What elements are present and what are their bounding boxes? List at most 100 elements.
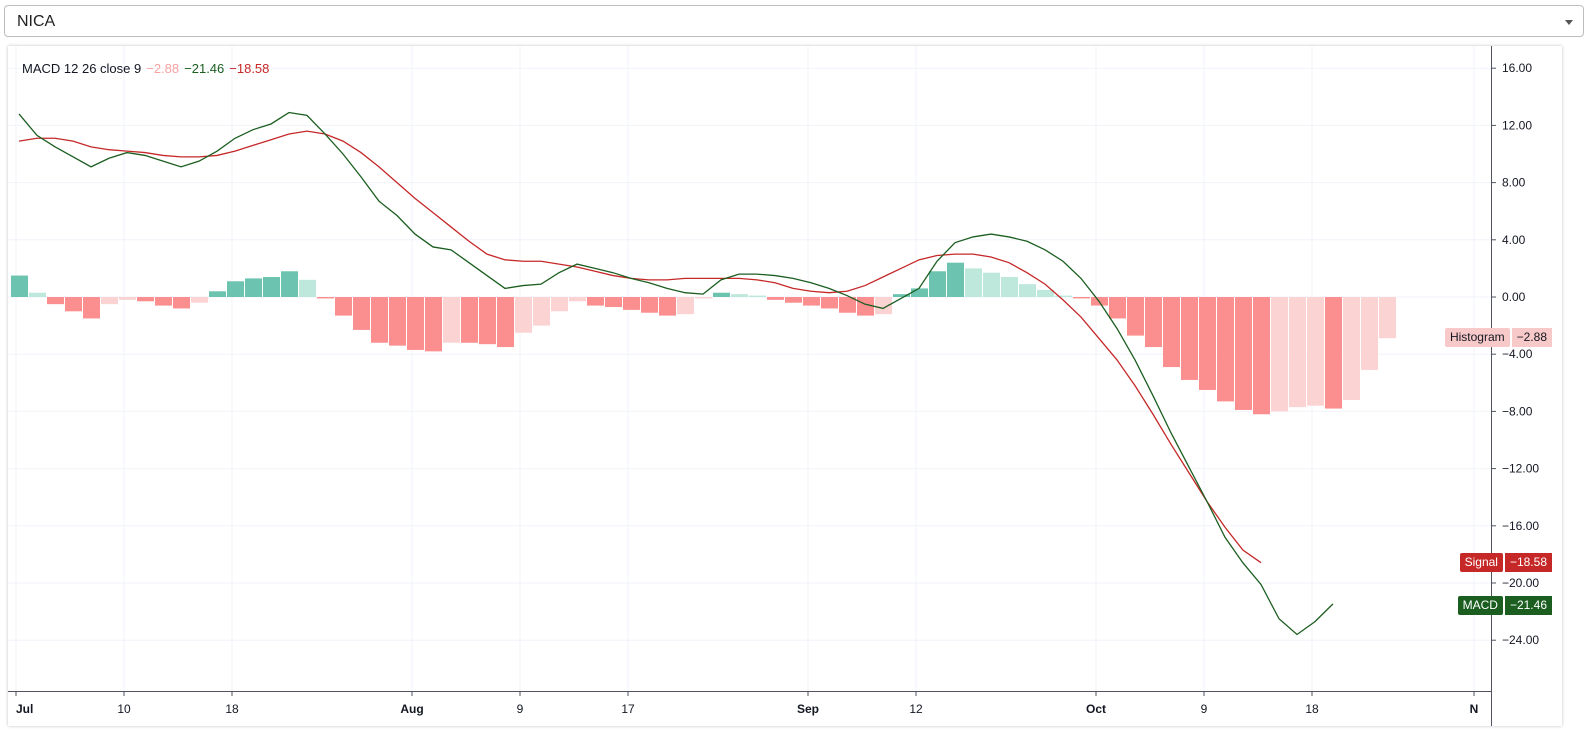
- histogram-bar: [875, 297, 892, 315]
- time-axis-label: Aug: [400, 702, 423, 716]
- indicator-legend[interactable]: MACD 12 26 close 9 −2.88 −21.46 −18.58: [22, 61, 274, 76]
- histogram-bar: [173, 297, 190, 309]
- histogram-bar: [1343, 297, 1360, 400]
- histogram-bar: [1109, 297, 1126, 319]
- histogram-bar: [983, 272, 1000, 297]
- time-axis-label: Oct: [1086, 702, 1106, 716]
- histogram-bar: [1145, 297, 1162, 348]
- price-axis-label: −24.00: [1502, 633, 1539, 647]
- signal-line: [18, 130, 1262, 564]
- histogram-bar: [299, 279, 316, 297]
- histogram-bar: [389, 297, 406, 346]
- histogram-bar: [191, 297, 208, 303]
- price-axis[interactable]: 16.00 12.00 8.00 4.00 0.00 −4.00 −8.00 −12.00 −1…: [1491, 46, 1540, 726]
- histogram-bar: [1073, 297, 1090, 299]
- price-axis-label: −4.00: [1502, 347, 1533, 361]
- histogram-bar: [281, 271, 298, 297]
- signal-series: [18, 130, 1262, 564]
- time-axis-label: 9: [517, 702, 524, 716]
- histogram-bar: [1127, 297, 1144, 336]
- histogram-bar: [1325, 297, 1342, 409]
- time-axis-label: 12: [909, 702, 923, 716]
- histogram-bar: [119, 297, 136, 300]
- histogram-bar: [209, 291, 226, 297]
- histogram-bar: [407, 297, 424, 350]
- price-axis-label: −12.00: [1502, 462, 1539, 476]
- histogram-bar: [659, 297, 676, 316]
- histogram-bar: [353, 297, 370, 330]
- histogram-bar: [227, 281, 244, 297]
- histogram-bar: [1001, 276, 1018, 297]
- histogram-badge-value: −2.88: [1511, 328, 1552, 347]
- histogram-bar: [785, 297, 802, 303]
- histogram-bar: [1289, 297, 1306, 408]
- histogram-bar: [65, 297, 82, 312]
- histogram-bar: [155, 297, 172, 306]
- histogram-bar: [605, 297, 622, 308]
- histogram-bar: [695, 297, 712, 299]
- histogram-bar: [911, 288, 928, 297]
- signal-badge-value: −18.58: [1504, 553, 1552, 572]
- legend-signal-value: −18.58: [229, 61, 270, 76]
- histogram-bar: [587, 297, 604, 306]
- chevron-down-icon[interactable]: [1565, 20, 1573, 25]
- price-axis-label: 4.00: [1502, 233, 1526, 247]
- histogram-bar: [1271, 297, 1288, 412]
- macd-series: [18, 111, 1334, 636]
- histogram-bar: [47, 297, 64, 305]
- price-axis-label: −20.00: [1502, 576, 1539, 590]
- time-axis-label: 9: [1201, 702, 1208, 716]
- histogram-bar: [83, 297, 100, 319]
- histogram-bar: [317, 297, 334, 299]
- time-axis-label: Jul: [16, 702, 33, 716]
- histogram-bar: [821, 297, 838, 309]
- grid: [8, 46, 1491, 691]
- price-axis-label: 0.00: [1502, 290, 1526, 304]
- histogram-bar: [371, 297, 388, 343]
- histogram-bar: [137, 297, 154, 302]
- histogram-bar: [749, 295, 766, 297]
- time-axis[interactable]: Jul 10 18 Aug 9 17 Sep 12 Oct 9 18 N: [8, 691, 1491, 717]
- legend-title: MACD 12 26 close 9: [22, 61, 142, 76]
- histogram-bar: [1163, 297, 1180, 368]
- signal-badge: Signal −18.58: [1459, 553, 1552, 572]
- histogram-bar: [533, 297, 550, 326]
- histogram-bar: [623, 297, 640, 310]
- histogram-bar: [263, 276, 280, 297]
- histogram-bar: [1235, 297, 1252, 410]
- histogram-bar: [443, 297, 460, 343]
- histogram-bar: [731, 294, 748, 297]
- time-axis-label: 18: [1305, 702, 1319, 716]
- histogram-bar: [677, 297, 694, 315]
- histogram-bar: [11, 275, 28, 297]
- histogram-bar: [245, 278, 262, 297]
- symbol-select[interactable]: NICA: [4, 5, 1584, 37]
- price-axis-label: −8.00: [1502, 404, 1533, 418]
- histogram-bar: [641, 297, 658, 313]
- histogram-bar: [569, 297, 586, 302]
- time-axis-label: 10: [117, 702, 131, 716]
- histogram-bar: [767, 297, 784, 300]
- legend-histogram-value: −2.88: [146, 61, 180, 76]
- histogram-bar: [1019, 284, 1036, 297]
- macd-chart[interactable]: 16.00 12.00 8.00 4.00 0.00 −4.00 −8.00 −12.00 −1…: [8, 46, 1562, 726]
- histogram-bar: [1055, 295, 1072, 297]
- time-axis-label: 18: [225, 702, 239, 716]
- time-axis-label: 17: [621, 702, 635, 716]
- macd-badge: MACD −21.46: [1457, 596, 1552, 615]
- time-axis-label: N: [1470, 702, 1479, 716]
- symbol-select-value: NICA: [17, 13, 56, 30]
- histogram-bar: [101, 297, 118, 305]
- macd-chart-panel[interactable]: 16.00 12.00 8.00 4.00 0.00 −4.00 −8.00 −12.00 −1…: [8, 46, 1562, 726]
- price-axis-label: 16.00: [1502, 61, 1532, 75]
- histogram-bar: [461, 297, 478, 343]
- histogram-badge-label: Histogram: [1444, 328, 1510, 347]
- histogram-bar: [1217, 297, 1234, 402]
- histogram-bar: [29, 292, 46, 297]
- histogram-bar: [839, 297, 856, 313]
- histogram-bar: [965, 268, 982, 297]
- histogram-badge: Histogram −2.88: [1444, 328, 1552, 347]
- price-axis-label: 12.00: [1502, 118, 1532, 132]
- histogram-bar: [1361, 297, 1378, 370]
- histogram-bar: [1379, 297, 1396, 339]
